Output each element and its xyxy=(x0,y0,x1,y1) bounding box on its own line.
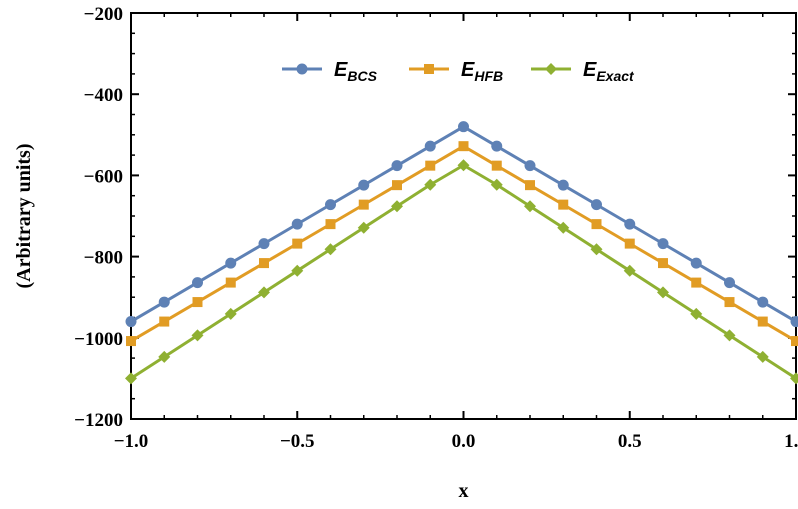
legend-marker-exact xyxy=(545,63,557,75)
y-tick-label: −800 xyxy=(84,248,123,269)
x-tick-label: −0.5 xyxy=(280,431,315,452)
y-tick-label: −600 xyxy=(84,166,123,187)
data-point-bcs xyxy=(757,297,768,308)
series-line-exact xyxy=(131,165,796,378)
data-point-bcs xyxy=(591,199,602,210)
y-tick-label: −1000 xyxy=(74,329,123,350)
data-point-hfb xyxy=(691,278,701,288)
data-point-bcs xyxy=(658,238,669,249)
data-point-hfb xyxy=(459,141,469,151)
data-point-hfb xyxy=(425,161,435,171)
x-tick-label: 0.0 xyxy=(452,431,476,452)
data-point-hfb xyxy=(392,180,402,190)
data-point-bcs xyxy=(724,277,735,288)
y-tick-label: −400 xyxy=(84,85,123,106)
data-point-hfb xyxy=(758,317,768,327)
y-axis-title: (Arbitrary units) xyxy=(13,144,35,289)
legend-label-hfb: EHFB xyxy=(461,59,503,84)
legend-marker-hfb xyxy=(424,64,434,74)
data-point-hfb xyxy=(226,278,236,288)
data-point-bcs xyxy=(192,277,203,288)
data-point-hfb xyxy=(791,336,798,346)
data-point-hfb xyxy=(558,200,568,210)
data-point-bcs xyxy=(624,219,635,230)
legend-label-exact: EExact xyxy=(583,59,635,84)
data-point-bcs xyxy=(425,141,436,152)
legend-subscript-hfb: HFB xyxy=(474,68,503,84)
legend-label-bcs: EBCS xyxy=(334,59,378,84)
data-point-bcs xyxy=(558,180,569,191)
data-point-bcs xyxy=(292,219,303,230)
data-point-bcs xyxy=(525,160,536,171)
legend-subscript-bcs: BCS xyxy=(347,68,377,84)
data-point-hfb xyxy=(292,239,302,249)
data-point-bcs xyxy=(491,141,502,152)
data-point-bcs xyxy=(691,258,702,269)
data-point-hfb xyxy=(359,200,369,210)
data-point-bcs xyxy=(259,238,270,249)
y-tick-label: −200 xyxy=(84,4,123,25)
x-tick-label: −1.0 xyxy=(114,431,149,452)
data-point-bcs xyxy=(225,258,236,269)
data-point-hfb xyxy=(126,336,136,346)
data-point-bcs xyxy=(159,297,170,308)
data-point-hfb xyxy=(725,297,735,307)
data-point-hfb xyxy=(159,317,169,327)
y-tick-label: −1200 xyxy=(74,410,123,431)
data-point-hfb xyxy=(193,297,203,307)
data-point-bcs xyxy=(358,180,369,191)
data-point-hfb xyxy=(625,239,635,249)
legend-subscript-exact: Exact xyxy=(596,68,635,84)
data-point-bcs xyxy=(126,316,137,327)
data-point-hfb xyxy=(259,258,269,268)
x-axis-title: x xyxy=(459,480,469,502)
data-point-hfb xyxy=(658,258,668,268)
data-point-hfb xyxy=(592,219,602,229)
data-point-bcs xyxy=(325,199,336,210)
data-point-hfb xyxy=(326,219,336,229)
x-tick-label: 1.0 xyxy=(784,431,798,452)
legend-marker-bcs xyxy=(297,64,308,75)
x-tick-label: 0.5 xyxy=(618,431,642,452)
data-point-bcs xyxy=(458,121,469,132)
data-point-bcs xyxy=(392,160,403,171)
data-point-hfb xyxy=(492,161,502,171)
data-point-hfb xyxy=(525,180,535,190)
series-line-bcs xyxy=(131,127,796,322)
